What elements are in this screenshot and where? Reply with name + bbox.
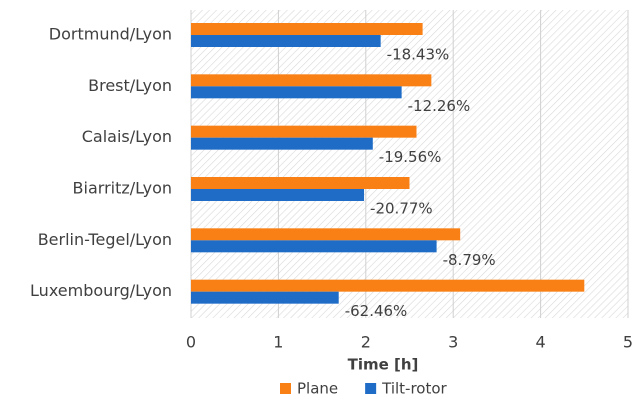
y-tick-label: Brest/Lyon — [88, 76, 172, 95]
bar — [191, 125, 417, 138]
change-label: -18.43% — [387, 46, 450, 64]
change-label: -20.77% — [370, 200, 433, 218]
bar — [191, 35, 381, 47]
legend-swatch — [365, 383, 377, 394]
legend-label: Tilt-rotor — [381, 380, 447, 398]
bar — [191, 228, 461, 241]
plot-area — [191, 10, 628, 318]
y-tick-label: Calais/Lyon — [82, 127, 172, 146]
x-axis-title: Time [h] — [348, 356, 419, 374]
change-label: -12.26% — [408, 97, 471, 115]
x-tick-label: 5 — [623, 333, 632, 352]
bar — [191, 177, 410, 189]
legend-label: Plane — [297, 380, 338, 398]
x-tick-label: 0 — [186, 333, 196, 352]
bar — [191, 291, 339, 304]
change-label: -19.56% — [379, 148, 442, 166]
x-tick-label: 1 — [273, 333, 283, 352]
bar — [191, 23, 423, 35]
bar — [191, 279, 585, 292]
y-tick-label: Biarritz/Lyon — [73, 179, 172, 198]
legend-swatch — [280, 383, 291, 394]
change-label: -8.79% — [443, 251, 496, 269]
y-tick-label: Dortmund/Lyon — [49, 25, 172, 44]
bar — [191, 189, 365, 201]
y-tick-label: Berlin-Tegel/Lyon — [38, 230, 172, 249]
bar — [191, 86, 402, 99]
bar — [191, 137, 373, 150]
x-tick-label: 2 — [361, 333, 371, 352]
x-tick-label: 4 — [536, 333, 546, 352]
bar — [191, 240, 437, 253]
y-tick-label: Luxembourg/Lyon — [30, 281, 172, 300]
change-label: -62.46% — [345, 302, 408, 320]
bar — [191, 74, 432, 87]
x-tick-label: 3 — [448, 333, 458, 352]
